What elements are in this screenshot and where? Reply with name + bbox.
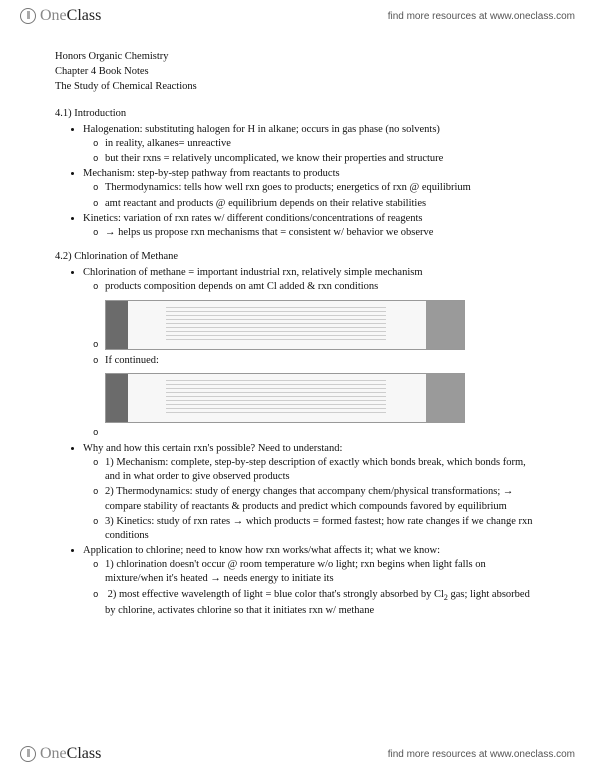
section-head: 4.2) Chlorination of Methane xyxy=(55,250,540,264)
bullet-text: Mechanism: step-by-step pathway from rea… xyxy=(83,168,340,179)
document-body: Honors Organic Chemistry Chapter 4 Book … xyxy=(0,32,595,618)
sub-item: products composition depends on amt Cl a… xyxy=(105,280,540,294)
reaction-figure xyxy=(105,300,465,350)
sub-item: If continued: xyxy=(105,354,540,368)
sub-item: 1) Mechanism: complete, step-by-step des… xyxy=(105,456,540,484)
section-head: 4.1) Introduction xyxy=(55,107,540,121)
list-item: Why and how this certain rxn's possible?… xyxy=(83,442,540,543)
chapter-title: Chapter 4 Book Notes xyxy=(55,65,540,79)
figure-row xyxy=(105,369,540,427)
list-item: Chlorination of methane = important indu… xyxy=(83,266,540,441)
brand-logo: OneClass xyxy=(20,7,101,25)
sub-item: → helps us propose rxn mechanisms that =… xyxy=(105,226,540,240)
brand-class: Class xyxy=(67,745,102,763)
list-item: Mechanism: step-by-step pathway from rea… xyxy=(83,167,540,211)
sub-item: 2) most effective wavelength of light = … xyxy=(105,588,540,618)
figure-row: o xyxy=(105,296,540,354)
reaction-figure xyxy=(105,373,465,423)
brand-one: One xyxy=(40,7,67,25)
page-header: OneClass find more resources at www.onec… xyxy=(0,0,595,32)
brand-one: One xyxy=(40,745,67,763)
bullet-text: Kinetics: variation of rxn rates w/ diff… xyxy=(83,213,423,224)
title-block: Honors Organic Chemistry Chapter 4 Book … xyxy=(55,50,540,95)
logo-icon xyxy=(20,8,36,24)
footer-tagline: find more resources at www.oneclass.com xyxy=(388,749,575,760)
sub-item-text: 2) most effective wavelength of light = … xyxy=(108,589,444,600)
bullet-text: Halogenation: substituting halogen for H… xyxy=(83,124,440,135)
sub-item: amt reactant and products @ equilibrium … xyxy=(105,197,540,211)
page-footer: OneClass find more resources at www.onec… xyxy=(0,738,595,770)
brand-class: Class xyxy=(67,7,102,25)
doc-subtitle: The Study of Chemical Reactions xyxy=(55,80,540,94)
list-item: Application to chlorine; need to know ho… xyxy=(83,544,540,618)
bullet-text: Chlorination of methane = important indu… xyxy=(83,267,423,278)
sub-item: in reality, alkanes= unreactive xyxy=(105,137,540,151)
list-item: Kinetics: variation of rxn rates w/ diff… xyxy=(83,212,540,240)
bullet-text: Why and how this certain rxn's possible?… xyxy=(83,443,342,454)
sub-item: 3) Kinetics: study of rxn rates → which … xyxy=(105,515,540,543)
sub-item: 1) chlorination doesn't occur @ room tem… xyxy=(105,558,540,586)
logo-icon xyxy=(20,746,36,762)
sub-item: but their rxns = relatively uncomplicate… xyxy=(105,152,540,166)
brand-logo: OneClass xyxy=(20,745,101,763)
figure-row: o xyxy=(105,427,540,441)
course-title: Honors Organic Chemistry xyxy=(55,50,540,64)
header-tagline: find more resources at www.oneclass.com xyxy=(388,11,575,22)
list-item: Halogenation: substituting halogen for H… xyxy=(83,123,540,167)
section-4-1: 4.1) Introduction Halogenation: substitu… xyxy=(55,107,540,241)
bullet-text: Application to chlorine; need to know ho… xyxy=(83,545,440,556)
sub-item: Thermodynamics: tells how well rxn goes … xyxy=(105,181,540,195)
sub-item: 2) Thermodynamics: study of energy chang… xyxy=(105,485,540,513)
section-4-2: 4.2) Chlorination of Methane Chlorinatio… xyxy=(55,250,540,618)
